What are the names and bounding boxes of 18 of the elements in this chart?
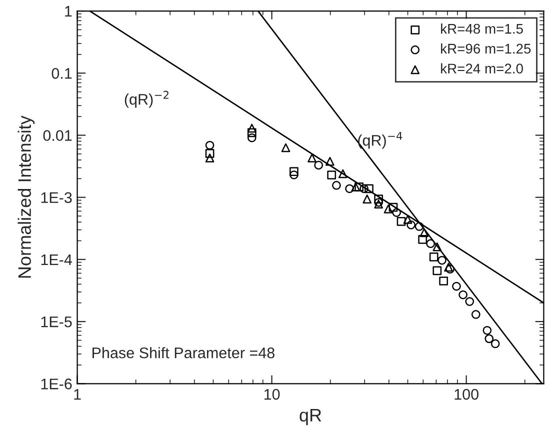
annotation: (qR)$^{−4}$ — [358, 132, 402, 149]
y-axis-title: Normalized Intensity — [18, 116, 35, 278]
y-tick-label: 1E-4 — [41, 254, 72, 265]
x-axis-title: qR — [300, 408, 322, 426]
y-tick-label: 1E-5 — [41, 316, 72, 328]
x-tick-label: 1 — [74, 389, 81, 400]
legend-label: kR=96 m=1.25 — [441, 43, 531, 54]
y-tick-label: 0.01 — [43, 130, 72, 141]
y-tick-label: 1 — [65, 6, 72, 17]
legend-label: kR=24 m=2.0 — [441, 63, 523, 74]
x-tick-label: 10 — [264, 388, 280, 400]
y-tick-label: 1E-3 — [41, 192, 72, 204]
annotation: (qR)$^{−2}$ — [124, 90, 168, 108]
legend-label: kR=48 m=1.5 — [441, 24, 523, 34]
x-tick-label: 100 — [454, 388, 478, 400]
y-tick-label: 0.1 — [52, 68, 72, 79]
y-tick-label: 1E-6 — [41, 378, 72, 390]
annotation: Phase Shift Parameter =48 — [92, 347, 274, 358]
